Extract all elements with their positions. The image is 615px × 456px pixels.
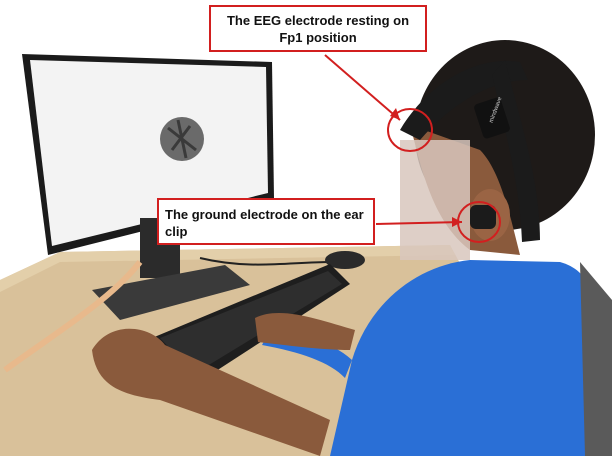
eeg-electrode-callout: The EEG electrode resting on Fp1 positio…: [209, 5, 427, 52]
fp1-pointer-line: [324, 54, 401, 121]
mouse: [325, 251, 365, 269]
ear-clip: [470, 205, 496, 229]
fp1-arrowhead: [390, 108, 400, 120]
keyboard: [152, 264, 350, 384]
ground-electrode-callout: The ground electrode on the ear clip: [157, 198, 375, 245]
blue-shirt: [330, 260, 600, 456]
left-arm: [92, 328, 330, 456]
ground-arrowhead: [452, 217, 462, 227]
eeg-headset: mindwave: [400, 60, 540, 242]
cable: [3, 260, 143, 373]
right-hand: [255, 312, 355, 350]
chair: [580, 262, 612, 456]
monitor-base: [92, 265, 250, 320]
face-blur: [400, 140, 470, 260]
fp1-electrode-highlight: [387, 108, 433, 152]
ground-pointer-line: [375, 221, 463, 225]
